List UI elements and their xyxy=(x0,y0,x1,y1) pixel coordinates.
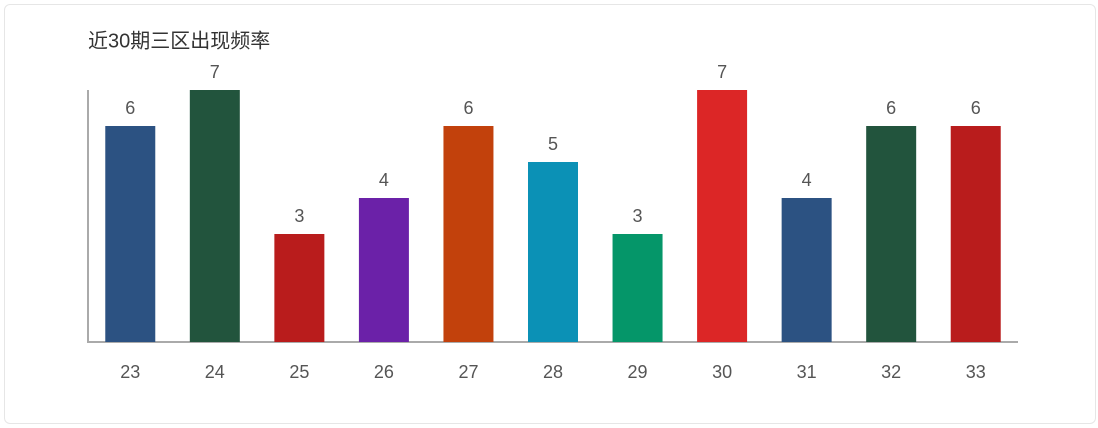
bar xyxy=(189,90,240,342)
bar xyxy=(274,234,325,342)
x-tick-label: 24 xyxy=(205,362,225,382)
value-label: 6 xyxy=(463,98,473,118)
bar xyxy=(697,90,748,342)
x-tick-label: 23 xyxy=(120,362,140,382)
x-tick-label: 25 xyxy=(289,362,309,382)
bar xyxy=(443,126,494,342)
bar xyxy=(358,198,409,342)
x-tick-label: 26 xyxy=(374,362,394,382)
value-label: 6 xyxy=(125,98,135,118)
bar xyxy=(950,126,1001,342)
value-label: 6 xyxy=(886,98,896,118)
bar xyxy=(105,126,156,342)
bar xyxy=(612,234,663,342)
card xyxy=(4,4,1096,424)
x-tick-label: 31 xyxy=(797,362,817,382)
value-label: 6 xyxy=(971,98,981,118)
value-label: 3 xyxy=(633,206,643,226)
x-tick-label: 27 xyxy=(458,362,478,382)
value-label: 7 xyxy=(210,62,220,82)
x-tick-label: 29 xyxy=(628,362,648,382)
x-tick-label: 32 xyxy=(881,362,901,382)
value-label: 4 xyxy=(802,170,812,190)
value-label: 5 xyxy=(548,134,558,154)
x-tick-label: 30 xyxy=(712,362,732,382)
bar xyxy=(866,126,917,342)
value-label: 7 xyxy=(717,62,727,82)
chart-title: 近30期三区出现频率 xyxy=(88,29,270,52)
bar xyxy=(528,162,578,342)
value-label: 3 xyxy=(294,206,304,226)
value-label: 4 xyxy=(379,170,389,190)
x-tick-label: 28 xyxy=(543,362,563,382)
bar xyxy=(781,198,832,342)
x-tick-label: 33 xyxy=(966,362,986,382)
